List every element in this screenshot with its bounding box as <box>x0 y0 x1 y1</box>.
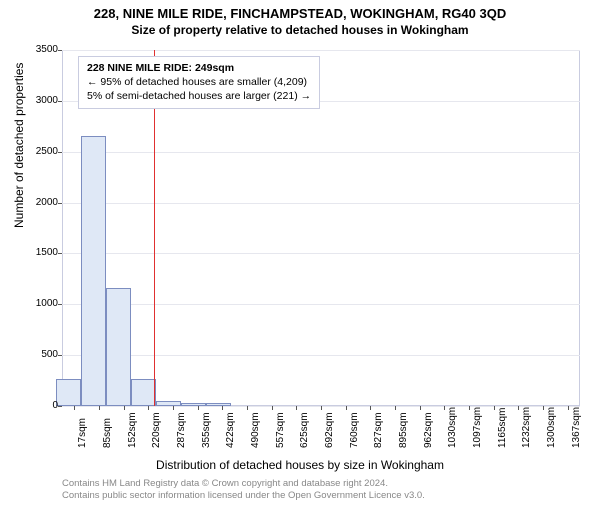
histogram-bar <box>131 379 156 406</box>
xtick-mark <box>124 406 125 410</box>
xtick-label: 1030sqm <box>447 407 458 448</box>
ytick-mark <box>58 152 62 153</box>
gridline <box>62 253 580 254</box>
xtick-mark <box>346 406 347 410</box>
xtick-mark <box>420 406 421 410</box>
xtick-mark <box>494 406 495 410</box>
xtick-label: 962sqm <box>423 412 434 448</box>
xtick-label: 1097sqm <box>472 407 483 448</box>
xtick-mark <box>395 406 396 410</box>
chart-subtitle: Size of property relative to detached ho… <box>0 23 600 37</box>
xtick-mark <box>198 406 199 410</box>
xtick-label: 895sqm <box>398 412 409 448</box>
ytick-label: 2000 <box>20 197 58 208</box>
histogram-bar <box>206 403 231 406</box>
xtick-mark <box>222 406 223 410</box>
xtick-label: 1300sqm <box>546 407 557 448</box>
xtick-mark <box>296 406 297 410</box>
ytick-label: 0 <box>20 400 58 411</box>
ytick-mark <box>58 355 62 356</box>
gridline <box>62 355 580 356</box>
gridline <box>62 50 580 51</box>
xtick-label: 1232sqm <box>521 407 532 448</box>
xtick-mark <box>469 406 470 410</box>
xtick-mark <box>444 406 445 410</box>
ytick-mark <box>58 203 62 204</box>
xtick-label: 85sqm <box>102 418 113 448</box>
plot-area: 228 NINE MILE RIDE: 249sqm ← 95% of deta… <box>62 50 580 406</box>
histogram-bar <box>81 136 106 406</box>
histogram-bar <box>181 403 206 406</box>
ytick-label: 1500 <box>20 247 58 258</box>
xtick-mark <box>543 406 544 410</box>
ytick-label: 2500 <box>20 146 58 157</box>
ytick-label: 1000 <box>20 298 58 309</box>
xtick-label: 220sqm <box>151 412 162 448</box>
xtick-label: 557sqm <box>275 412 286 448</box>
xtick-label: 827sqm <box>373 412 384 448</box>
gridline <box>62 304 580 305</box>
xtick-label: 17sqm <box>77 418 88 448</box>
chart-container: 228, NINE MILE RIDE, FINCHAMPSTEAD, WOKI… <box>0 6 600 506</box>
info-box-line3: 5% of semi-detached houses are larger (2… <box>87 89 311 103</box>
xtick-label: 625sqm <box>299 412 310 448</box>
chart-title: 228, NINE MILE RIDE, FINCHAMPSTEAD, WOKI… <box>0 6 600 21</box>
xtick-label: 490sqm <box>250 412 261 448</box>
ytick-mark <box>58 50 62 51</box>
gridline <box>62 203 580 204</box>
xtick-label: 692sqm <box>324 412 335 448</box>
xtick-mark <box>247 406 248 410</box>
histogram-bar <box>106 288 131 406</box>
xtick-mark <box>518 406 519 410</box>
info-box-line2: ← 95% of detached houses are smaller (4,… <box>87 75 311 89</box>
xtick-label: 355sqm <box>201 412 212 448</box>
xtick-label: 152sqm <box>127 412 138 448</box>
xtick-label: 422sqm <box>225 412 236 448</box>
xtick-mark <box>370 406 371 410</box>
ytick-label: 3000 <box>20 95 58 106</box>
footer-line1: Contains HM Land Registry data © Crown c… <box>62 478 425 490</box>
info-box: 228 NINE MILE RIDE: 249sqm ← 95% of deta… <box>78 56 320 109</box>
xtick-mark <box>74 406 75 410</box>
xtick-label: 287sqm <box>176 412 187 448</box>
ytick-mark <box>58 304 62 305</box>
ytick-mark <box>58 101 62 102</box>
ytick-label: 500 <box>20 349 58 360</box>
ytick-label: 3500 <box>20 44 58 55</box>
histogram-bar <box>156 401 181 406</box>
ytick-mark <box>58 253 62 254</box>
gridline <box>62 152 580 153</box>
info-box-title: 228 NINE MILE RIDE: 249sqm <box>87 61 311 75</box>
xtick-mark <box>148 406 149 410</box>
xtick-label: 1367sqm <box>571 407 582 448</box>
xtick-mark <box>568 406 569 410</box>
xtick-label: 1165sqm <box>497 408 508 448</box>
x-axis-label: Distribution of detached houses by size … <box>0 458 600 472</box>
xtick-mark <box>272 406 273 410</box>
xtick-mark <box>173 406 174 410</box>
histogram-bar <box>56 379 81 406</box>
xtick-label: 760sqm <box>349 412 360 448</box>
xtick-mark <box>99 406 100 410</box>
ytick-mark <box>58 406 62 407</box>
footer: Contains HM Land Registry data © Crown c… <box>62 478 425 502</box>
xtick-mark <box>321 406 322 410</box>
